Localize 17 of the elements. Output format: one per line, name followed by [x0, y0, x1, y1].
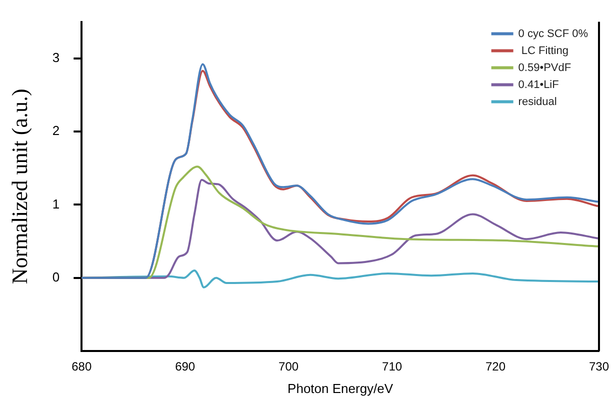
x-tick-label: 720 [486, 360, 506, 374]
legend-label: 0.59•PVdF [518, 62, 572, 74]
y-tick-label: 1 [52, 196, 60, 212]
legend-label: 0.41•LiF [518, 78, 560, 91]
x-axis-title: Photon Energy/eV [288, 380, 394, 396]
legend-label: residual [518, 96, 557, 108]
y-tick-label: 3 [52, 50, 60, 65]
x-tick-label: 680 [72, 360, 92, 374]
x-tick-label: 710 [382, 360, 402, 374]
y-axis-title: Normalized unit (a.u.) [6, 88, 32, 284]
legend-label: 0 cyc SCF 0% [518, 28, 588, 40]
legend-label: LC Fitting [518, 44, 568, 57]
x-tick-label: 730 [588, 360, 610, 374]
y-tick-label: 2 [52, 123, 60, 138]
x-tick-label: 700 [278, 360, 299, 374]
y-tick-label: 0 [52, 269, 60, 284]
x-tick-label: 690 [175, 360, 196, 374]
